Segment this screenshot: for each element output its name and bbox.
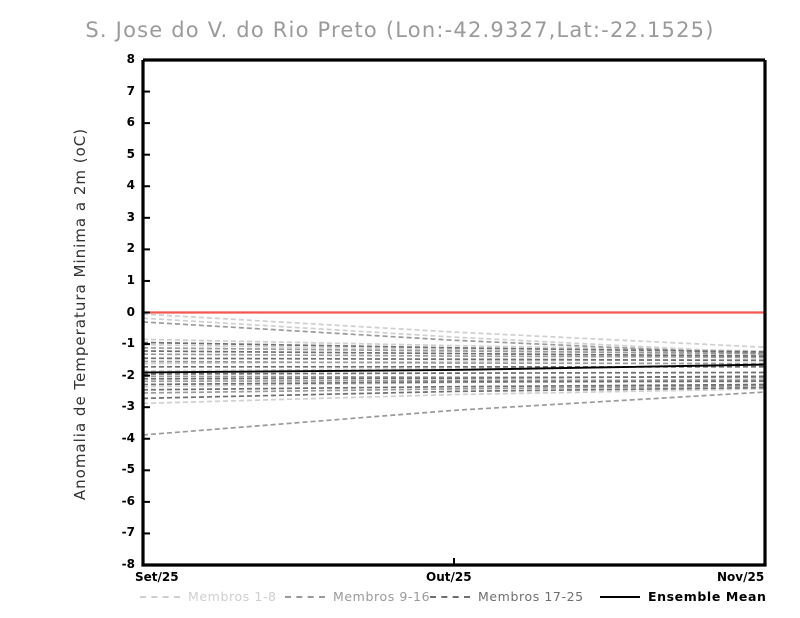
page-title: S. Jose do V. do Rio Preto (Lon:-42.9327… — [85, 18, 715, 42]
y-tick-label: 2 — [126, 241, 135, 256]
legend-item-membros-1-8[interactable]: Membros 1-8 — [140, 586, 277, 604]
legend-item-membros-9-16[interactable]: Membros 9-16 — [285, 586, 430, 604]
y-tick-label: -4 — [121, 430, 135, 445]
y-tick-label: 1 — [126, 272, 135, 287]
legend-item-ensemble-mean[interactable]: Ensemble Mean — [600, 586, 767, 604]
legend-label: Ensemble Mean — [648, 589, 767, 604]
y-tick-label: -6 — [121, 493, 135, 508]
series-line-membro-8 — [142, 388, 766, 405]
y-tick-label: 6 — [126, 115, 135, 130]
y-tick-label: -2 — [121, 367, 135, 382]
y-tick-label: 4 — [126, 178, 135, 193]
legend-swatch-icon — [285, 596, 325, 598]
series-line-membro-19 — [142, 357, 766, 362]
series-line-membro-17 — [142, 341, 766, 353]
legend-label: Membros 17-25 — [478, 589, 584, 604]
series-layer — [142, 311, 766, 436]
x-tick-label: Nov/25 — [717, 570, 765, 584]
y-tick-label: -5 — [121, 462, 135, 477]
legend-swatch-icon — [140, 596, 180, 598]
legend-swatch-icon — [430, 596, 470, 598]
series-line-membro-21 — [142, 371, 766, 375]
series-line-membro-2 — [142, 317, 766, 354]
y-tick-label: 3 — [126, 209, 135, 224]
x-tick-label: Out/25 — [426, 570, 472, 584]
y-tick-label: 7 — [126, 83, 135, 98]
legend-label: Membros 1-8 — [188, 589, 277, 604]
y-tick-label: -1 — [121, 336, 135, 351]
legend-swatch-icon — [600, 596, 640, 598]
series-line-membro-12 — [142, 360, 766, 365]
axes-layer — [141, 58, 767, 567]
legend-item-membros-17-25[interactable]: Membros 17-25 — [430, 586, 584, 604]
y-tick-label: 5 — [126, 146, 135, 161]
series-line-membro-16 — [142, 391, 766, 436]
legend-label: Membros 9-16 — [333, 589, 431, 604]
series-line-ensemble-mean — [142, 363, 766, 374]
y-tick-label: -7 — [121, 525, 135, 540]
y-tick-label: -8 — [121, 557, 135, 571]
series-line-membro-22 — [142, 375, 766, 380]
y-tick-label: 0 — [126, 304, 135, 319]
y-tick-label: 8 — [126, 52, 135, 66]
series-line-membro-9 — [142, 321, 766, 356]
y-tick-label: -3 — [121, 399, 135, 414]
x-tick-label: Set/25 — [135, 570, 179, 584]
chart-legend: Membros 1-8 Membros 9-16 Membros 17-25 Ense… — [0, 586, 800, 606]
series-line-membro-23 — [142, 380, 766, 386]
series-line-membro-1 — [142, 313, 766, 349]
